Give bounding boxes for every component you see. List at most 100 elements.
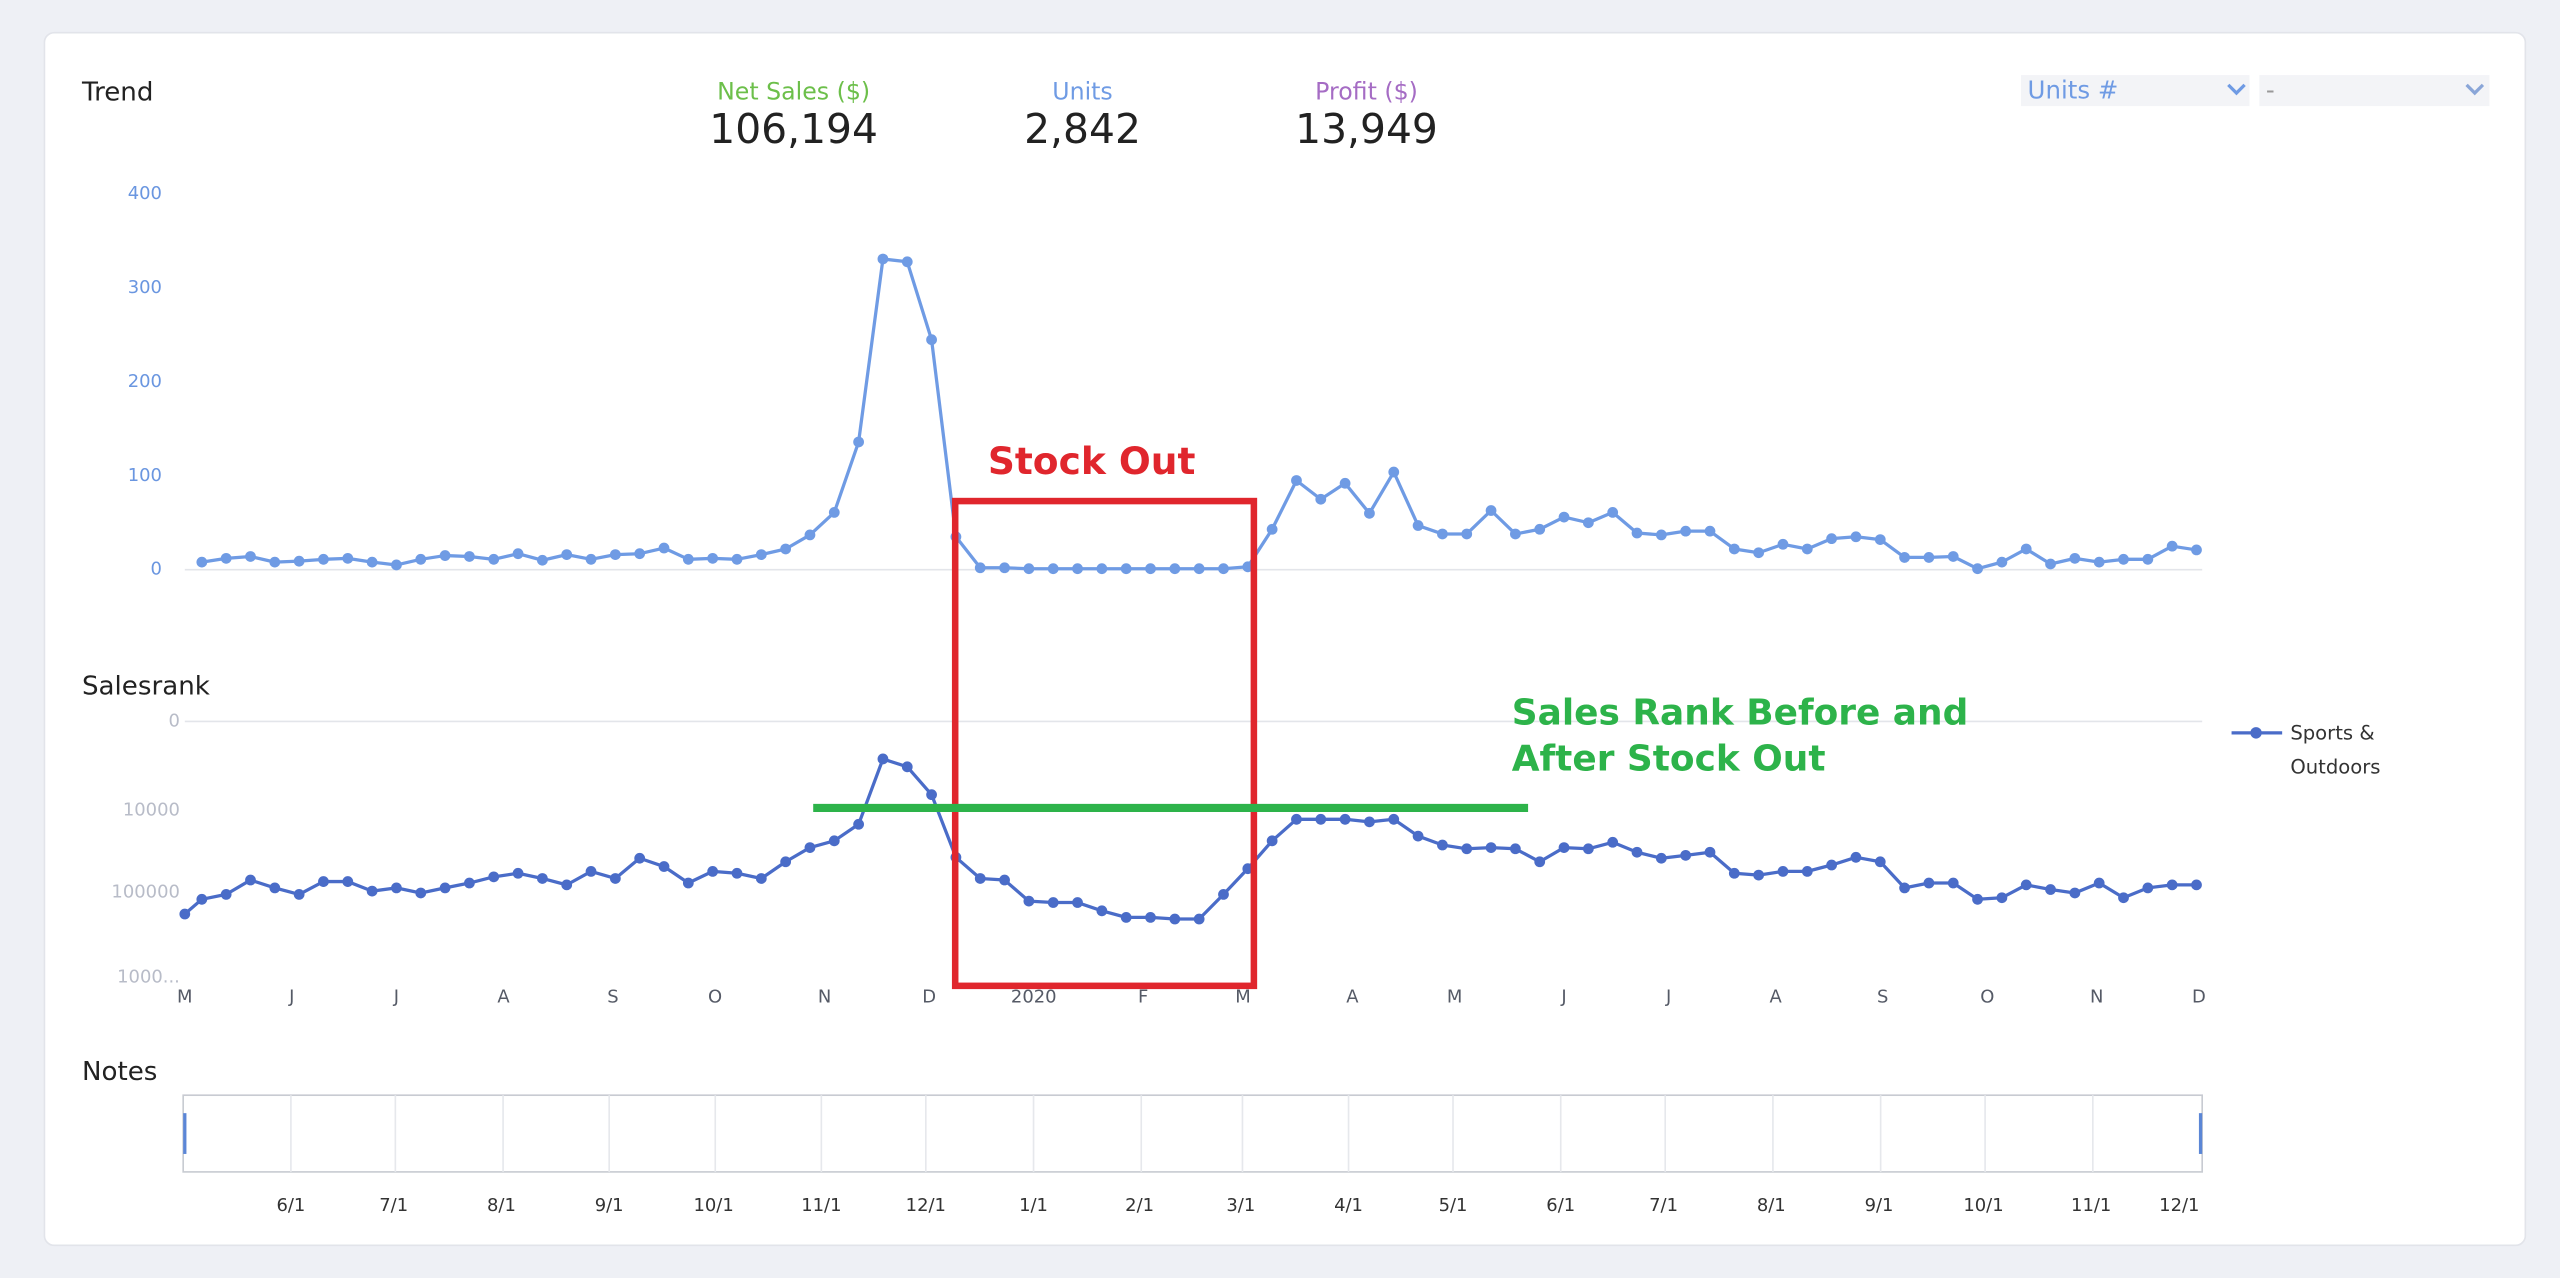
stock-out-label: Stock Out — [988, 439, 1196, 483]
data-point — [561, 879, 573, 891]
y-tick-label: 100000 — [111, 882, 179, 903]
data-point — [1072, 563, 1083, 575]
select-box[interactable] — [2259, 75, 2490, 107]
salesrank-title: Salesrank — [82, 672, 211, 702]
data-point — [464, 877, 475, 889]
x-tick-label: J — [393, 986, 399, 1007]
data-point — [1777, 866, 1789, 877]
data-point — [269, 882, 281, 894]
data-point — [342, 552, 354, 564]
x-tick-label: F — [1138, 986, 1148, 1007]
data-point — [1047, 897, 1059, 908]
data-point — [220, 889, 232, 900]
data-point — [901, 256, 913, 268]
data-point — [1655, 529, 1667, 541]
data-point — [609, 549, 621, 561]
x-tick-label: S — [607, 986, 618, 1007]
notes-date-label: 10/1 — [693, 1195, 733, 1216]
data-point — [1582, 843, 1594, 855]
data-point — [2166, 879, 2178, 891]
kpi-value: 2,842 — [1024, 105, 1141, 153]
data-point — [1826, 533, 1837, 545]
trend-title: Trend — [81, 78, 153, 108]
data-point — [1266, 523, 1278, 535]
data-point — [1023, 895, 1035, 907]
data-point — [999, 562, 1010, 574]
select-text[interactable]: - — [2266, 75, 2275, 104]
data-point — [220, 552, 232, 564]
data-point — [1412, 830, 1424, 842]
sales-rank-note-box: Sales Rank Before and After Stock Out — [1512, 694, 1969, 781]
data-point — [2118, 892, 2129, 904]
notes-date-label: 11/1 — [801, 1195, 841, 1216]
data-point — [196, 893, 208, 905]
x-tick-label: J — [288, 986, 294, 1007]
data-point — [926, 789, 937, 801]
data-point — [731, 867, 743, 879]
data-point — [439, 882, 451, 894]
data-point — [1461, 528, 1473, 540]
data-point — [974, 873, 986, 884]
data-point — [877, 753, 889, 765]
data-point — [1850, 851, 1862, 863]
select-text[interactable]: Units # — [2028, 75, 2119, 104]
data-point — [1023, 563, 1035, 575]
kpi-value: 106,194 — [709, 105, 878, 153]
data-point — [1266, 835, 1278, 847]
notes-date-label: 12/1 — [906, 1195, 946, 1216]
data-point — [1509, 528, 1521, 540]
data-point — [488, 553, 500, 565]
data-point — [755, 549, 767, 561]
data-point — [2045, 558, 2056, 570]
data-point — [245, 874, 256, 886]
data-point — [1704, 525, 1716, 537]
y-tick-label: 0 — [151, 559, 162, 580]
data-point — [780, 543, 792, 555]
notes-date-label: 10/1 — [1963, 1195, 2003, 1216]
data-point — [1315, 493, 1327, 505]
notes-date-label: 7/1 — [1649, 1195, 1678, 1216]
data-point — [1801, 543, 1813, 555]
notes-timeline: 6/1 7/1 8/1 9/1 10/1 11/1 12/1 1/1 2/1 3/1 4/1 5/1 6… — [182, 1094, 2203, 1216]
x-tick-label: M — [1235, 986, 1250, 1007]
data-point — [391, 882, 402, 894]
notes-axis: 6/1 7/1 8/1 9/1 10/1 11/1 12/1 1/1 2/1 3/1 4/1 5/1 6… — [276, 1095, 2199, 1216]
metric-select[interactable]: Units # — [2021, 75, 2250, 107]
data-point — [1680, 849, 1692, 861]
data-point — [634, 548, 646, 560]
data-point — [707, 866, 719, 877]
data-point — [1923, 877, 1935, 889]
x-tick-label: 2020 — [1011, 986, 1057, 1007]
chevron[interactable] — [2227, 83, 2246, 96]
kpi-value: 13,949 — [1295, 105, 1438, 153]
legend: Sports & Outdoors — [2231, 721, 2381, 779]
notes-date-label: 2/1 — [1125, 1195, 1154, 1216]
data-point — [1534, 856, 1546, 868]
select-box[interactable] — [2021, 75, 2250, 107]
y-tick-label: 200 — [128, 371, 162, 392]
data-point — [1242, 863, 1254, 875]
second-select[interactable]: - — [2259, 75, 2490, 107]
data-point — [853, 818, 864, 830]
data-point — [1996, 556, 2008, 568]
data-point — [293, 555, 305, 567]
kpi-label: Net Sales ($) — [717, 78, 870, 106]
data-point — [1145, 911, 1156, 923]
data-point — [415, 553, 427, 565]
data-point — [1874, 856, 1886, 868]
notes-title: Notes — [82, 1057, 157, 1087]
chevron[interactable] — [2465, 83, 2485, 96]
data-point — [585, 866, 597, 877]
x-tick-label: O — [708, 986, 722, 1007]
data-point — [658, 542, 670, 554]
data-point — [318, 553, 329, 565]
data-point — [2093, 877, 2105, 889]
data-point — [1850, 531, 1862, 543]
legend-label: Sports & Outdoors — [2290, 721, 2381, 779]
data-point — [1728, 543, 1740, 555]
data-point — [755, 873, 767, 884]
data-point — [512, 867, 524, 879]
data-point — [1704, 846, 1716, 858]
data-point — [1193, 913, 1205, 925]
